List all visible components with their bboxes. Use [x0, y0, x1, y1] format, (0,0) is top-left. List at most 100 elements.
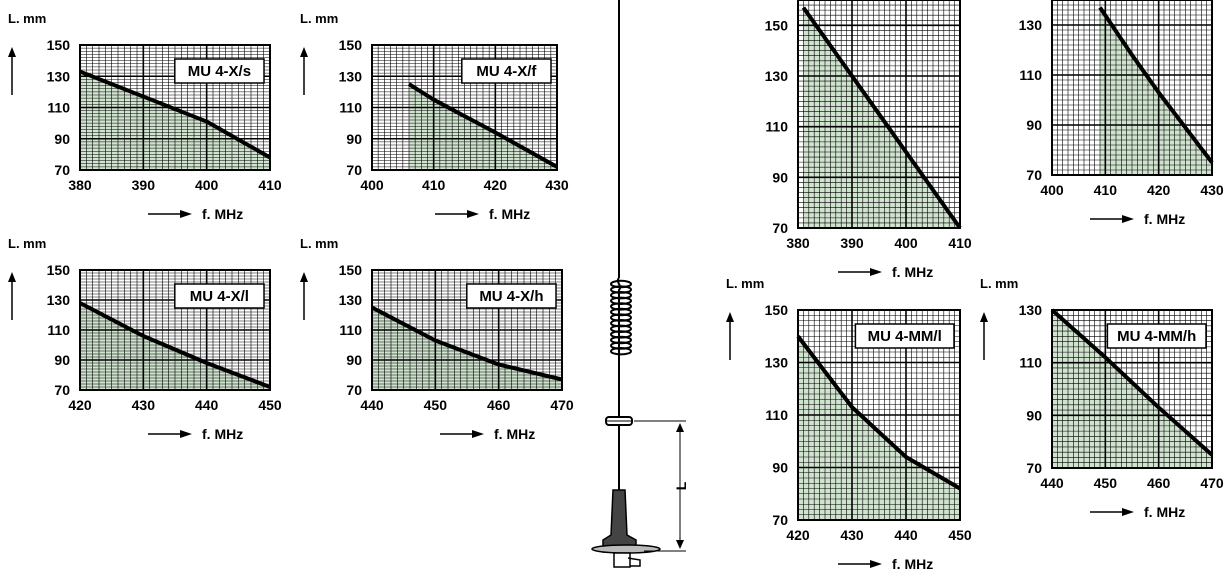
- plot-frame: [79, 269, 271, 391]
- plot-frame: [371, 44, 558, 171]
- y-tick-label: 110: [1019, 67, 1042, 83]
- series-line: [801, 6, 962, 230]
- x-tick-label: 400: [1040, 182, 1064, 198]
- plot-frame: [371, 269, 563, 391]
- x-tick-label: 420: [68, 397, 92, 413]
- x-axis-label: f. MHz: [892, 556, 933, 572]
- y-tick-label: 130: [47, 68, 71, 84]
- y-tick-label: 150: [339, 262, 363, 278]
- x-tick-label: 440: [195, 397, 219, 413]
- y-tick-label: 90: [54, 352, 70, 368]
- y-tick-label: 110: [47, 100, 70, 116]
- x-axis-arrowhead: [1122, 215, 1134, 223]
- x-tick-label: 410: [948, 235, 972, 251]
- plot-frame: [1051, 309, 1213, 469]
- shaded-area: [80, 303, 270, 390]
- y-tick-label: 90: [1026, 117, 1042, 133]
- title-box: [461, 58, 552, 84]
- x-tick-label: 430: [1200, 182, 1224, 198]
- x-axis-label: f. MHz: [892, 264, 933, 280]
- title-box: [466, 283, 557, 309]
- y-tick-label: 110: [765, 119, 788, 135]
- x-axis-label: f. MHz: [202, 206, 243, 222]
- y-tick-label: 130: [765, 68, 789, 84]
- x-tick-label: 420: [484, 177, 508, 193]
- y-tick-label: 130: [339, 292, 363, 308]
- chart-title: MU 4-X/h: [479, 288, 543, 305]
- chart-5: 380 390 400 410 70 90 110 130 150 f. MHz: [765, 0, 972, 280]
- x-tick-label: 400: [195, 177, 219, 193]
- y-axis-arrowhead: [980, 312, 988, 322]
- y-tick-label: 70: [54, 162, 70, 178]
- x-tick-label: 440: [360, 397, 384, 413]
- y-tick-label: 130: [1019, 302, 1043, 318]
- plot-frame: [1051, 0, 1213, 176]
- y-tick-label: 150: [339, 37, 363, 53]
- x-tick-label: 440: [1040, 475, 1064, 491]
- y-axis-arrowhead: [8, 272, 16, 282]
- x-tick-label: 410: [258, 177, 282, 193]
- title-box: [174, 58, 265, 84]
- y-tick-label: 70: [346, 382, 362, 398]
- series-line: [79, 69, 271, 160]
- y-tick-label: 150: [47, 37, 71, 53]
- y-tick-label: 110: [339, 322, 362, 338]
- x-axis-arrowhead: [467, 210, 479, 218]
- x-axis-arrowhead: [180, 210, 192, 218]
- antenna-coil: [610, 279, 632, 356]
- y-tick-label: 150: [765, 302, 789, 318]
- series-line: [407, 82, 558, 169]
- title-box: [854, 323, 955, 349]
- chart-title: MU 4-MM/l: [868, 328, 942, 345]
- y-tick-label: 70: [346, 162, 362, 178]
- x-axis-arrowhead: [1122, 508, 1134, 516]
- y-tick-label: 130: [47, 292, 71, 308]
- title-box: [1106, 323, 1207, 349]
- series-line: [371, 305, 563, 382]
- x-tick-label: 410: [1094, 182, 1118, 198]
- x-tick-label: 430: [132, 397, 156, 413]
- y-axis-arrowhead: [8, 47, 16, 57]
- x-tick-label: 460: [487, 397, 511, 413]
- x-tick-label: 460: [1147, 475, 1171, 491]
- dimension-label-L: L: [673, 481, 689, 490]
- plot-frame: [797, 309, 961, 521]
- y-axis-label: L. mm: [300, 11, 338, 26]
- y-axis-arrowhead: [726, 312, 734, 322]
- x-axis-arrowhead: [870, 560, 882, 568]
- y-tick-label: 150: [47, 262, 71, 278]
- y-axis-arrowhead: [300, 272, 308, 282]
- x-tick-label: 440: [894, 527, 918, 543]
- x-axis-label: f. MHz: [494, 426, 535, 442]
- chart-title: MU 4-X/f: [476, 63, 537, 80]
- y-tick-label: 90: [1026, 407, 1042, 423]
- x-tick-label: 450: [948, 527, 972, 543]
- y-tick-label: 70: [772, 220, 788, 236]
- y-tick-label: 110: [47, 322, 70, 338]
- x-axis-label: f. MHz: [1144, 504, 1185, 520]
- y-tick-label: 70: [1026, 167, 1042, 183]
- y-tick-label: 110: [1019, 355, 1042, 371]
- x-tick-label: 470: [1200, 475, 1224, 491]
- y-axis-label: L. mm: [8, 236, 46, 251]
- y-axis-label: L. mm: [726, 276, 764, 291]
- y-tick-label: 90: [346, 131, 362, 147]
- y-tick-label: 70: [772, 512, 788, 528]
- x-axis-label: f. MHz: [489, 206, 530, 222]
- x-tick-label: 400: [894, 235, 918, 251]
- coil-turn: [610, 347, 632, 356]
- x-tick-label: 420: [1147, 182, 1171, 198]
- y-tick-label: 90: [54, 131, 70, 147]
- chart-6: 400 410 420 430 70 90 110 130 f. MHz: [1019, 0, 1224, 227]
- y-tick-label: 90: [772, 460, 788, 476]
- x-axis-label: f. MHz: [1144, 211, 1185, 227]
- y-tick-label: 130: [339, 68, 363, 84]
- y-tick-label: 90: [772, 169, 788, 185]
